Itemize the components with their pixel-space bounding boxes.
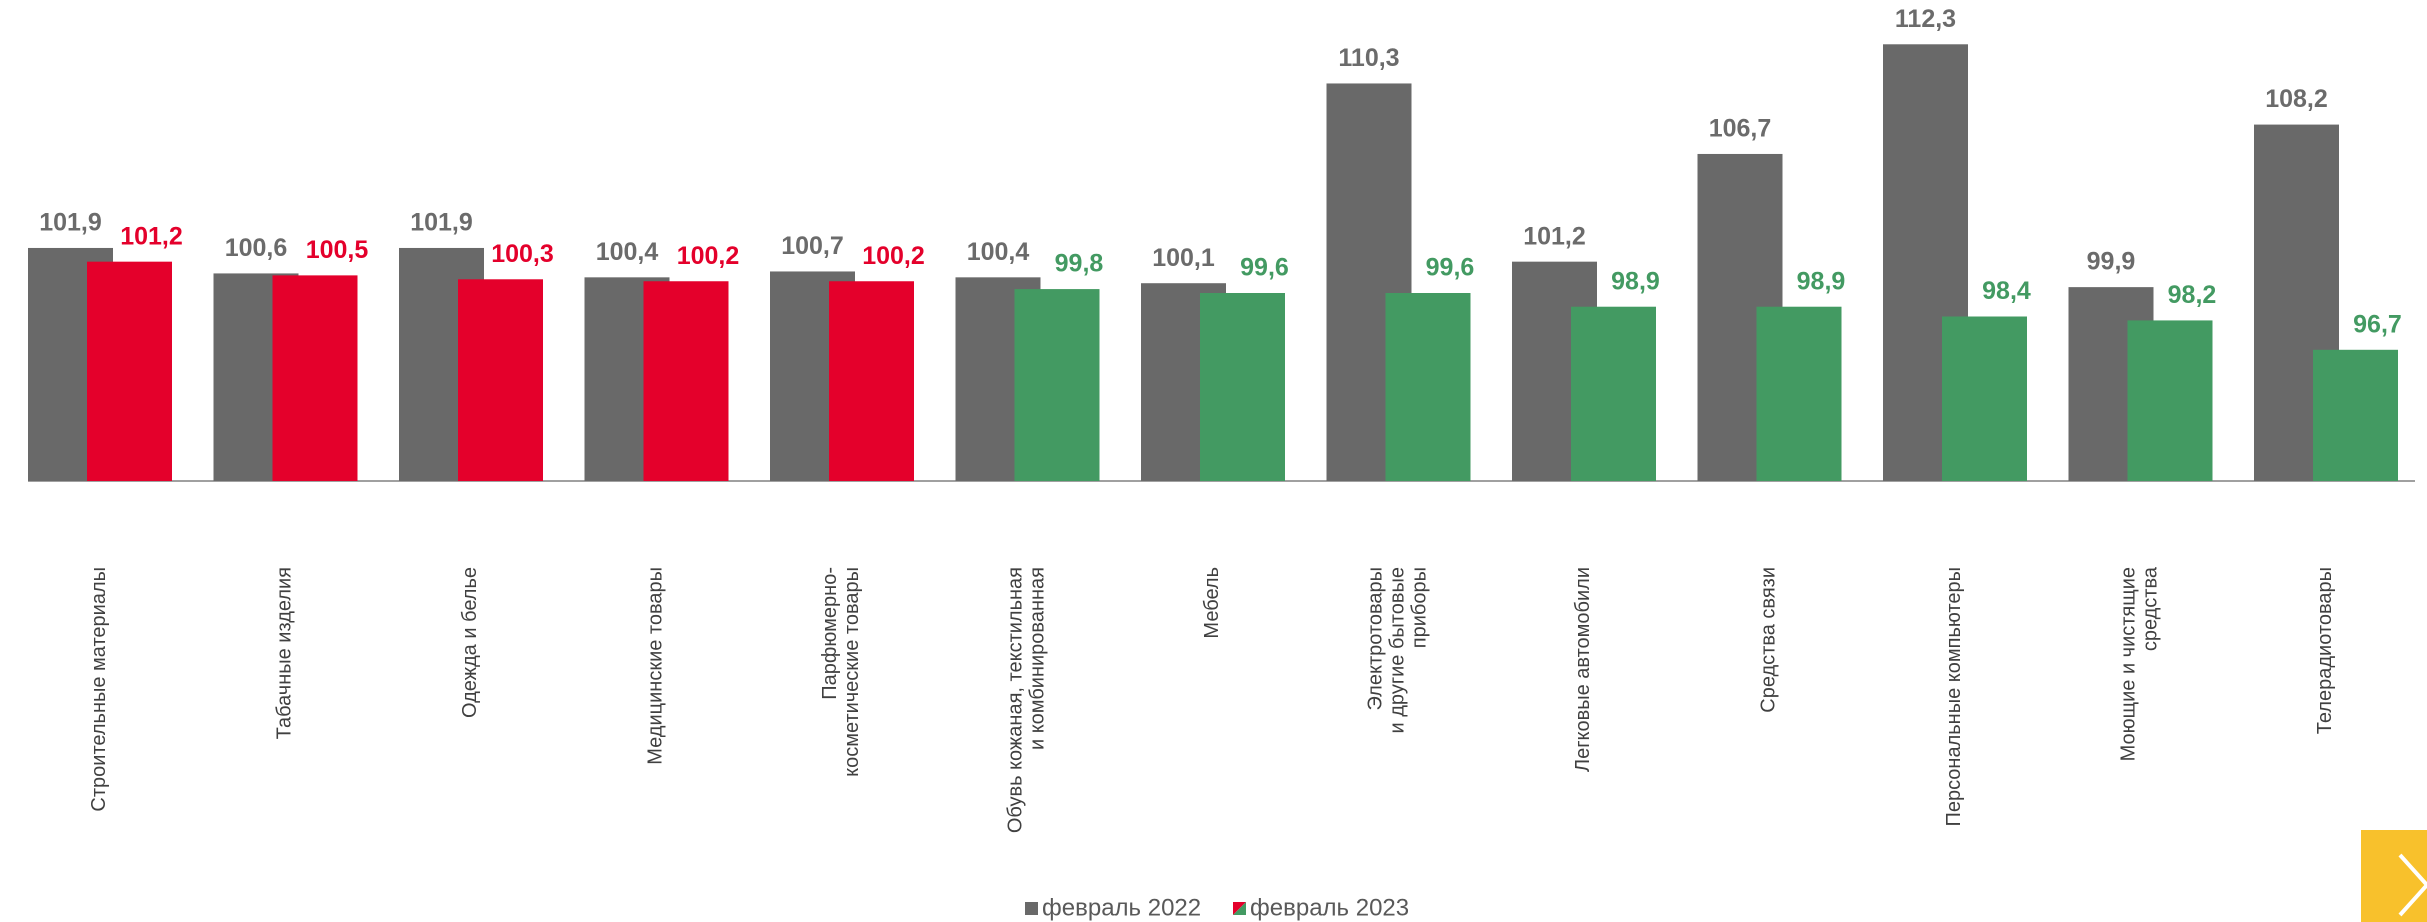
bar bbox=[272, 275, 358, 481]
data-label: 106,7 bbox=[1709, 115, 1772, 143]
x-tick-label: Мебель bbox=[1201, 567, 1223, 639]
data-label: 108,2 bbox=[2265, 85, 2328, 113]
data-label: 99,9 bbox=[2087, 248, 2136, 276]
x-tick-label-line: Телерадиотовары bbox=[2314, 567, 2336, 734]
x-tick-label-line: косметические товары bbox=[841, 567, 863, 777]
data-label: 100,3 bbox=[491, 240, 554, 268]
x-tick-label-line: Электротовары bbox=[1365, 567, 1387, 711]
x-tick-label: Легковые автомобили bbox=[1572, 567, 1594, 772]
legend-marker bbox=[1025, 902, 1038, 915]
data-label: 100,6 bbox=[225, 234, 288, 262]
x-tick-label-line: Парфюмерно- bbox=[819, 567, 841, 700]
data-label: 98,9 bbox=[1797, 267, 1846, 295]
next-button-bg[interactable] bbox=[2361, 830, 2427, 922]
bar bbox=[1014, 289, 1100, 481]
data-label: 101,2 bbox=[1523, 222, 1586, 250]
x-tick-label-line: Строительные материалы bbox=[88, 567, 110, 812]
bar bbox=[829, 281, 914, 481]
x-tick-label: Парфюмерно-косметические товары bbox=[819, 567, 863, 777]
x-tick-label-line: и комбинированная bbox=[1027, 567, 1049, 750]
x-tick-label: Строительные материалы bbox=[88, 567, 110, 812]
x-tick-label: Электротоварыи другие бытовыеприборы bbox=[1365, 567, 1431, 733]
data-label: 110,3 bbox=[1338, 44, 1399, 72]
data-label: 100,4 bbox=[967, 238, 1030, 266]
data-label: 101,9 bbox=[410, 209, 473, 237]
x-tick-label-line: Одежда и белье bbox=[459, 567, 481, 718]
bar bbox=[643, 281, 729, 481]
x-tick-label-line: приборы bbox=[1409, 567, 1431, 648]
x-tick-label: Обувь кожаная, текстильнаяи комбинирован… bbox=[1005, 567, 1049, 833]
data-label: 101,2 bbox=[120, 222, 183, 250]
data-label: 96,7 bbox=[2353, 310, 2402, 338]
x-tick-label: Моющие и чистящиесредства bbox=[2118, 566, 2162, 761]
next-arrow[interactable] bbox=[2398, 853, 2427, 887]
bar bbox=[87, 261, 172, 481]
legend-label: февраль 2022 bbox=[1042, 894, 1201, 921]
x-tick-label-line: Табачные изделия bbox=[274, 567, 296, 739]
data-label: 100,4 bbox=[596, 238, 659, 266]
bar bbox=[1385, 293, 1471, 481]
data-label: 99,6 bbox=[1426, 254, 1475, 282]
bar bbox=[2313, 349, 2398, 481]
x-tick-label-line: Моющие и чистящие bbox=[2118, 567, 2140, 761]
data-label: 98,9 bbox=[1611, 267, 1660, 295]
bar bbox=[458, 279, 543, 481]
data-label: 100,5 bbox=[306, 236, 369, 264]
next-arrow[interactable] bbox=[2398, 883, 2427, 917]
x-tick-label: Телерадиотовары bbox=[2314, 567, 2336, 734]
bar bbox=[1756, 306, 1842, 481]
data-label: 98,2 bbox=[2168, 281, 2217, 309]
x-tick-label-line: и другие бытовые bbox=[1387, 567, 1409, 733]
x-tick-label: Одежда и белье bbox=[459, 567, 481, 718]
data-label: 98,4 bbox=[1982, 277, 2031, 305]
data-label: 101,9 bbox=[39, 209, 102, 237]
x-tick-label-line: средства bbox=[2140, 566, 2162, 651]
x-tick-label: Персональные компьютеры bbox=[1943, 567, 1965, 827]
bar bbox=[1942, 316, 2027, 481]
next-button[interactable] bbox=[2361, 830, 2427, 922]
legend-marker bbox=[1233, 902, 1246, 915]
x-tick-label-line: Обувь кожаная, текстильная bbox=[1005, 567, 1027, 833]
data-label: 99,6 bbox=[1240, 254, 1289, 282]
x-tick-label: Табачные изделия bbox=[274, 567, 296, 739]
bar bbox=[2127, 320, 2213, 481]
bar bbox=[1571, 306, 1656, 481]
data-label: 100,2 bbox=[862, 242, 925, 270]
x-tick-label-line: Мебель bbox=[1201, 567, 1223, 639]
data-label: 112,3 bbox=[1895, 5, 1956, 33]
x-tick-label: Медицинские товары bbox=[645, 567, 667, 765]
x-tick-label-line: Медицинские товары bbox=[645, 567, 667, 765]
data-label: 100,2 bbox=[677, 242, 740, 270]
bar bbox=[1200, 293, 1285, 481]
x-tick-label-line: Легковые автомобили bbox=[1572, 567, 1594, 772]
data-label: 99,8 bbox=[1055, 250, 1104, 278]
x-tick-label-line: Средства связи bbox=[1758, 567, 1780, 713]
legend-label: февраль 2023 bbox=[1250, 894, 1409, 921]
x-tick-label: Средства связи bbox=[1758, 567, 1780, 713]
data-label: 100,7 bbox=[781, 232, 844, 260]
data-label: 100,1 bbox=[1152, 244, 1215, 272]
x-tick-label-line: Персональные компьютеры bbox=[1943, 567, 1965, 827]
